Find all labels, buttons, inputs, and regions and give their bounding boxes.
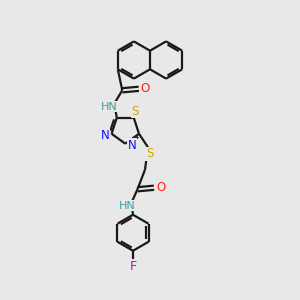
Text: F: F — [129, 260, 137, 273]
Text: S: S — [132, 105, 139, 118]
Text: HN: HN — [118, 201, 135, 211]
Text: N: N — [128, 139, 136, 152]
Text: HN: HN — [100, 102, 117, 112]
Text: N: N — [100, 129, 109, 142]
Text: O: O — [141, 82, 150, 95]
Text: O: O — [156, 181, 165, 194]
Text: S: S — [146, 147, 153, 160]
